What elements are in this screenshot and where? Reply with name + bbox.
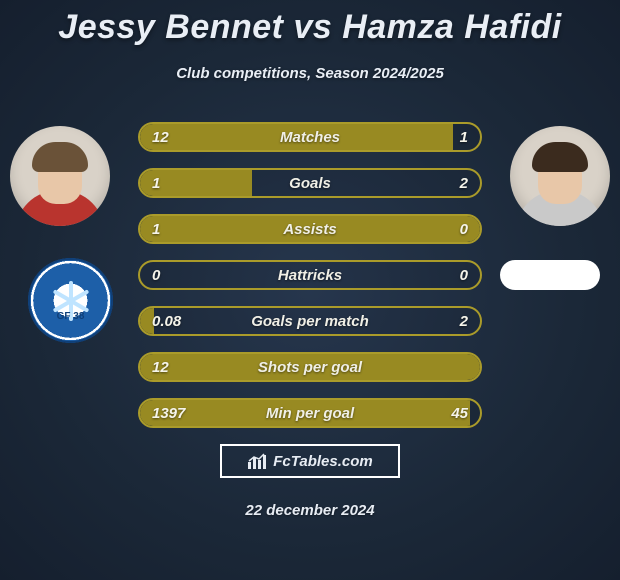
logo-flake [52,289,89,312]
stat-row: 0.08Goals per match2 [138,306,482,336]
logo-flake [69,281,73,321]
subtitle: Club competitions, Season 2024/2025 [0,65,620,82]
avatar-hair [532,142,588,172]
stat-left-value: 12 [140,359,210,376]
stat-left-value: 1397 [140,405,210,422]
stat-row: 12Shots per goal [138,352,482,382]
avatar-hair [32,142,88,172]
stat-label: Matches [210,129,410,146]
stat-row: 0Hattricks0 [138,260,482,290]
stat-right-value: 45 [410,405,480,422]
logo-flake [52,289,89,312]
player2-avatar [510,126,610,226]
stat-right-value: 2 [410,313,480,330]
stat-left-value: 0.08 [140,313,210,330]
player2-club-logo [500,260,600,290]
brand-box: FcTables.com [220,444,400,478]
page-title: Jessy Bennet vs Hamza Hafidi [0,0,620,47]
brand-text: FcTables.com [273,453,372,470]
stat-right-value: 0 [410,267,480,284]
stat-label: Shots per goal [210,359,410,376]
stat-label: Hattricks [210,267,410,284]
player1-avatar [10,126,110,226]
stat-right-value: 1 [410,129,480,146]
stat-left-value: 0 [140,267,210,284]
stat-label: Goals per match [210,313,410,330]
stat-right-value: 0 [410,221,480,238]
stats-block: 12Matches11Goals21Assists00Hattricks00.0… [138,122,482,444]
stat-right-value: 2 [410,175,480,192]
stat-row: 1Assists0 [138,214,482,244]
stat-row: 1Goals2 [138,168,482,198]
player1-club-logo [28,258,113,343]
stat-left-value: 12 [140,129,210,146]
stat-label: Min per goal [210,405,410,422]
stat-label: Goals [210,175,410,192]
stat-left-value: 1 [140,175,210,192]
stat-row: 12Matches1 [138,122,482,152]
chart-icon [247,452,267,470]
stat-left-value: 1 [140,221,210,238]
date-text: 22 december 2024 [0,502,620,519]
stat-label: Assists [210,221,410,238]
stat-row: 1397Min per goal45 [138,398,482,428]
